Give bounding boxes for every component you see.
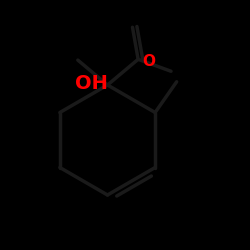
Text: O: O <box>142 54 155 69</box>
Text: OH: OH <box>75 74 108 93</box>
